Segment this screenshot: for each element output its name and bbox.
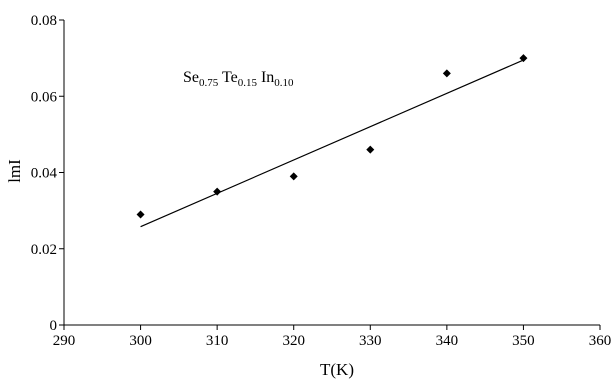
- annotation-subscript-in: 0.10: [274, 77, 294, 89]
- data-point: [519, 54, 528, 63]
- y-tick-label: 0: [50, 318, 58, 334]
- annotation-element-in: In: [257, 69, 274, 86]
- data-point: [213, 187, 222, 196]
- x-tick-label: 320: [282, 333, 305, 349]
- x-tick-label: 360: [589, 333, 612, 349]
- data-point: [136, 210, 145, 219]
- annotation-element-se: Se: [183, 69, 199, 86]
- y-tick-label: 0.04: [31, 166, 58, 182]
- data-point: [289, 172, 298, 181]
- compound-annotation: Se0.75 Te0.15 In0.10: [183, 69, 294, 89]
- y-tick-label: 0.06: [31, 89, 58, 105]
- trendline: [140, 59, 524, 228]
- x-axis-ticks: 290 300 310 320 330 340 350 360: [53, 325, 612, 349]
- x-tick-label: 290: [53, 333, 76, 349]
- x-tick-label: 310: [206, 333, 229, 349]
- data-point: [442, 69, 451, 78]
- x-axis-label: T(K): [320, 360, 354, 379]
- y-axis-label: lmI: [5, 159, 24, 183]
- y-axis-ticks: 0 0.02 0.04 0.06 0.08: [31, 13, 64, 334]
- annotation-subscript-te: 0.15: [238, 77, 258, 89]
- y-tick-label: 0.02: [31, 242, 57, 258]
- data-point: [366, 145, 375, 154]
- x-tick-label: 300: [129, 333, 152, 349]
- annotation-element-te: Te: [218, 69, 237, 86]
- axes: [63, 20, 600, 326]
- x-tick-label: 350: [512, 333, 535, 349]
- x-tick-label: 340: [436, 333, 459, 349]
- data-points: [136, 54, 528, 219]
- x-tick-label: 330: [359, 333, 382, 349]
- trendline-group: [140, 59, 524, 228]
- annotation-subscript-se: 0.75: [199, 77, 219, 89]
- y-tick-label: 0.08: [31, 13, 57, 29]
